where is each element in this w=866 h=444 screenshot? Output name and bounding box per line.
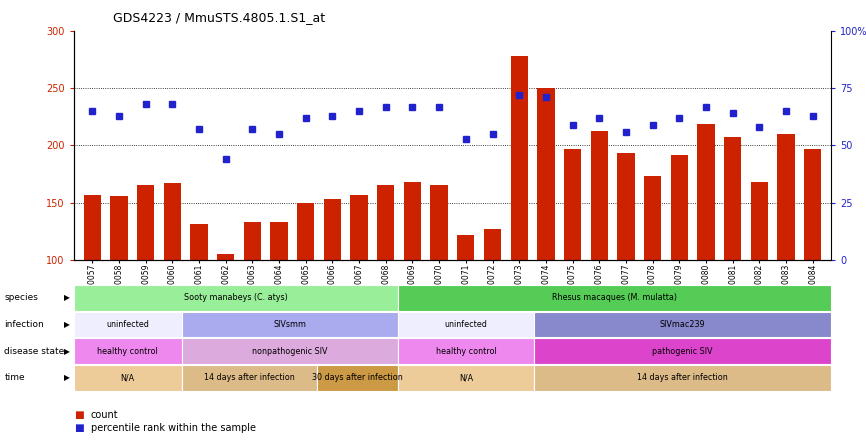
Text: SIVmac239: SIVmac239 bbox=[660, 320, 705, 329]
Text: percentile rank within the sample: percentile rank within the sample bbox=[91, 424, 256, 433]
Bar bbox=[243, 222, 261, 374]
Bar bbox=[137, 186, 154, 374]
Bar bbox=[511, 56, 528, 374]
Text: 14 days after infection: 14 days after infection bbox=[204, 373, 295, 382]
Bar bbox=[591, 131, 608, 374]
Text: GDS4223 / MmuSTS.4805.1.S1_at: GDS4223 / MmuSTS.4805.1.S1_at bbox=[113, 11, 325, 24]
Bar bbox=[110, 196, 127, 374]
Text: time: time bbox=[4, 373, 25, 382]
Bar bbox=[191, 224, 208, 374]
Text: ■: ■ bbox=[74, 410, 83, 420]
Text: ■: ■ bbox=[74, 424, 83, 433]
Text: ▶: ▶ bbox=[64, 347, 69, 356]
Text: ▶: ▶ bbox=[64, 373, 69, 382]
Bar bbox=[430, 186, 448, 374]
Text: 30 days after infection: 30 days after infection bbox=[313, 373, 404, 382]
Text: SIVsmm: SIVsmm bbox=[274, 320, 307, 329]
Bar bbox=[751, 182, 768, 374]
Text: healthy control: healthy control bbox=[97, 347, 158, 356]
Bar bbox=[644, 176, 662, 374]
Bar bbox=[164, 183, 181, 374]
Text: N/A: N/A bbox=[120, 373, 135, 382]
Text: uninfected: uninfected bbox=[444, 320, 488, 329]
Bar bbox=[457, 234, 475, 374]
Bar bbox=[697, 124, 714, 374]
Text: pathogenic SIV: pathogenic SIV bbox=[652, 347, 713, 356]
Text: N/A: N/A bbox=[459, 373, 473, 382]
Bar bbox=[804, 149, 821, 374]
Bar bbox=[724, 137, 741, 374]
Bar bbox=[377, 186, 394, 374]
Bar bbox=[351, 194, 368, 374]
Bar bbox=[670, 155, 688, 374]
Text: infection: infection bbox=[4, 320, 44, 329]
Bar bbox=[324, 199, 341, 374]
Text: uninfected: uninfected bbox=[107, 320, 149, 329]
Text: ▶: ▶ bbox=[64, 293, 69, 302]
Text: 14 days after infection: 14 days after infection bbox=[637, 373, 728, 382]
Bar bbox=[84, 194, 101, 374]
Bar bbox=[617, 154, 635, 374]
Bar bbox=[484, 229, 501, 374]
Bar bbox=[270, 222, 288, 374]
Bar bbox=[217, 254, 235, 374]
Text: species: species bbox=[4, 293, 38, 302]
Text: Rhesus macaques (M. mulatta): Rhesus macaques (M. mulatta) bbox=[553, 293, 677, 302]
Text: Sooty manabeys (C. atys): Sooty manabeys (C. atys) bbox=[184, 293, 288, 302]
Bar bbox=[564, 149, 581, 374]
Text: nonpathogenic SIV: nonpathogenic SIV bbox=[252, 347, 328, 356]
Bar bbox=[404, 182, 421, 374]
Text: count: count bbox=[91, 410, 119, 420]
Text: ▶: ▶ bbox=[64, 320, 69, 329]
Text: disease state: disease state bbox=[4, 347, 65, 356]
Bar bbox=[537, 88, 554, 374]
Text: healthy control: healthy control bbox=[436, 347, 496, 356]
Bar bbox=[778, 134, 795, 374]
Bar bbox=[297, 202, 314, 374]
